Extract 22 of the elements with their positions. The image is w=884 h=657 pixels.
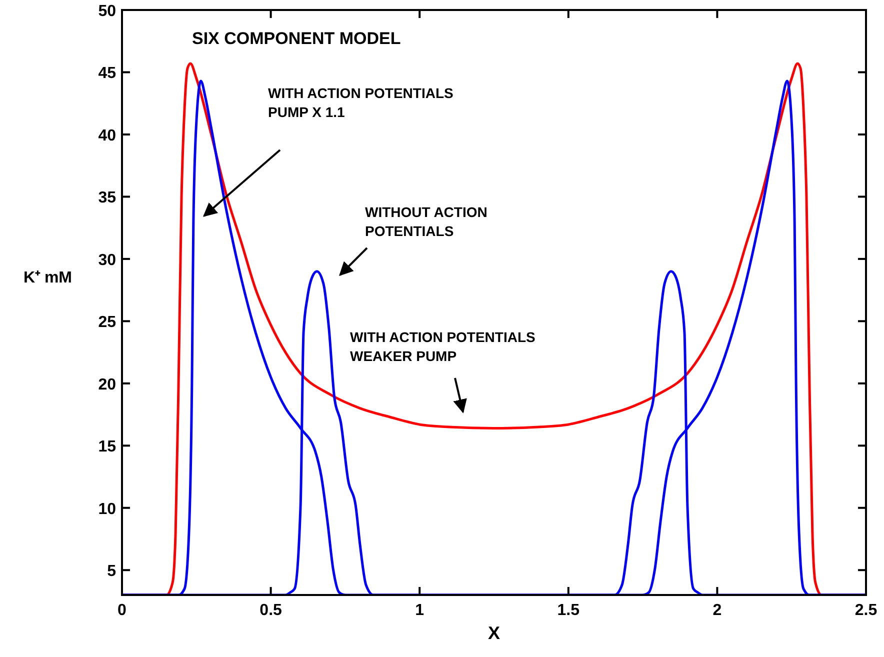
- x-tick-label: 1: [415, 602, 424, 619]
- x-tick-label: 0: [118, 602, 127, 619]
- y-tick-label: 45: [98, 65, 116, 82]
- y-tick-label: 35: [98, 190, 116, 207]
- y-tick-label: 5: [107, 563, 116, 580]
- y-tick-label: 30: [98, 252, 116, 269]
- y-tick-label: 40: [98, 127, 116, 144]
- annotation: WITHOUT ACTION POTENTIALS: [365, 204, 488, 239]
- y-tick-label: 15: [98, 438, 116, 456]
- y-tick-label: 20: [98, 376, 116, 394]
- text: SIX COMPONENT MODEL: [192, 29, 401, 48]
- x-tick-label: 2.5: [854, 602, 878, 619]
- x-tick-label: 1.5: [557, 602, 580, 619]
- x-tick-label: 2: [712, 602, 722, 619]
- x-axis-title: X: [488, 623, 500, 643]
- y-tick-label: 50: [98, 3, 116, 20]
- annotation: WITH ACTION POTENTIALS PUMP X 1.1: [268, 85, 454, 120]
- x-tick-label: 0.5: [260, 602, 282, 619]
- y-axis-title: K⁺ mM: [23, 270, 72, 286]
- y-tick-label: 25: [98, 314, 116, 332]
- y-tick-label: 10: [98, 500, 116, 518]
- annotation: WITH ACTION POTENTIALS WEAKER PUMP: [350, 329, 536, 364]
